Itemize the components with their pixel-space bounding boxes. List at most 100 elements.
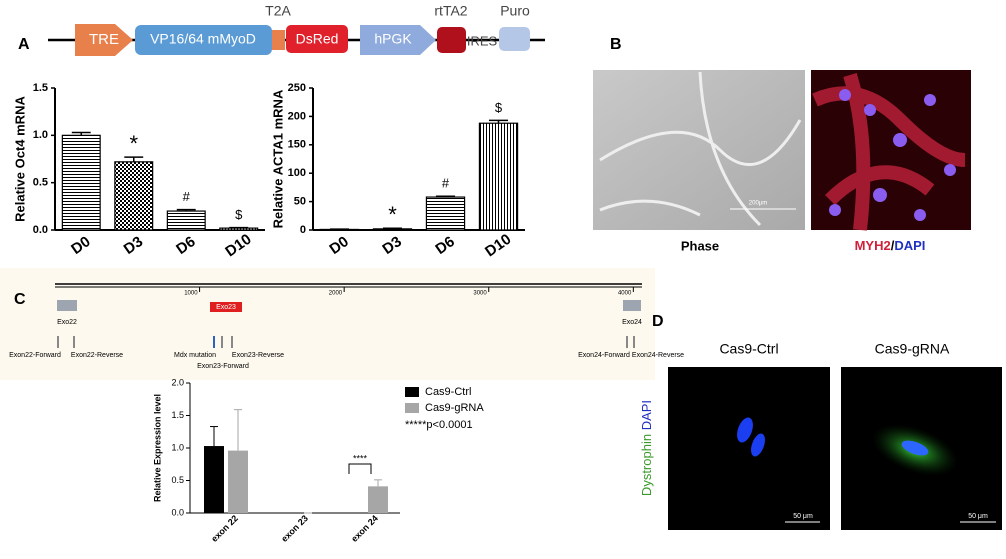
- exon-box: [57, 300, 77, 311]
- significance: $: [495, 100, 503, 115]
- significance: $: [235, 207, 243, 222]
- x-tick-label: D6: [173, 233, 198, 258]
- construct-label: IRES: [467, 33, 498, 48]
- primer-label: Exon24-Forward: [578, 352, 630, 359]
- y-tick-label: 50: [294, 196, 306, 208]
- primer: [73, 336, 75, 348]
- stain-a: Dystrophin: [639, 434, 654, 496]
- stain-label: Dystrophin DAPI: [639, 400, 654, 496]
- significance: #: [183, 189, 191, 204]
- y-tick-label: 1.5: [33, 82, 48, 94]
- construct-label: TRE: [89, 31, 119, 48]
- y-tick-label: 0.0: [171, 507, 184, 517]
- primer-label: Exon23-Forward: [197, 363, 249, 370]
- micrographs: [0, 70, 1002, 530]
- stain-label: /: [891, 238, 895, 253]
- bar: [368, 486, 388, 513]
- x-tick-label: exon 22: [209, 513, 240, 544]
- y-tick-label: 100: [288, 167, 306, 179]
- legend-label: Cas9-gRNA: [425, 402, 484, 414]
- construct-label: T2A: [265, 3, 291, 19]
- y-tick-label: 0.0: [33, 224, 48, 236]
- y-tick-label: 1.0: [171, 442, 184, 452]
- primer: [213, 336, 215, 348]
- primer-label: Exon22-Forward: [9, 352, 61, 359]
- panel-label: B: [610, 36, 622, 53]
- scale-label: 50 μm: [968, 513, 988, 520]
- primer-label: Mdx mutation: [174, 352, 216, 359]
- y-tick-label: 250: [288, 82, 306, 94]
- bar: [204, 446, 224, 513]
- bar: [219, 227, 259, 231]
- image-label: Phase: [681, 238, 719, 253]
- map-tick-label: 4000: [618, 291, 632, 297]
- primer-label: Exon23-Reverse: [232, 352, 284, 359]
- exon-label: Exo22: [57, 319, 77, 326]
- panel-label: D: [652, 313, 664, 330]
- primer: [626, 336, 628, 348]
- y-tick-label: 0.5: [33, 177, 48, 189]
- legend-label: Cas9-Ctrl: [425, 386, 471, 398]
- exon-label: Exo23: [216, 304, 236, 311]
- y-tick-label: 2.0: [171, 377, 184, 387]
- note: *****p<0.0001: [405, 419, 473, 431]
- primer-label: Exon22-Reverse: [71, 352, 123, 359]
- legend-swatch: [405, 403, 419, 413]
- bar: [166, 210, 206, 231]
- x-tick-label: D0: [326, 233, 351, 258]
- map-tick-label: 1000: [184, 291, 198, 297]
- map-tick-label: 3000: [473, 291, 487, 297]
- construct-label: rtTA2: [434, 3, 467, 19]
- y-tick-label: 1.5: [171, 410, 184, 420]
- primer: [221, 336, 223, 348]
- x-tick-label: D6: [432, 233, 457, 258]
- construct: [48, 24, 545, 56]
- significance: *: [129, 131, 138, 156]
- x-tick-label: D10: [482, 231, 514, 261]
- stain-label: MYH2: [855, 238, 891, 253]
- scale-label: 200μm: [749, 201, 767, 207]
- primer: [231, 336, 233, 348]
- x-tick-label: exon 23: [279, 513, 310, 544]
- bar: [228, 450, 248, 513]
- panel-label: A: [18, 36, 30, 53]
- stain-label: DAPI: [894, 238, 925, 253]
- x-tick-label: D3: [379, 233, 404, 258]
- map-tick-label: 2000: [329, 291, 343, 297]
- exon-label: Exo24: [622, 319, 642, 326]
- stain-b: DAPI: [639, 400, 654, 430]
- exon-box: [623, 300, 641, 311]
- construct-label: Puro: [500, 3, 530, 19]
- scale-label: 50 μm: [793, 513, 813, 520]
- x-tick-label: D0: [68, 233, 93, 258]
- primer: [633, 336, 635, 348]
- significance: *: [388, 202, 397, 227]
- bar: [61, 134, 101, 231]
- bar: [478, 122, 519, 231]
- x-tick-label: exon 24: [349, 513, 380, 544]
- exon-box: [210, 302, 242, 312]
- primer-label: Exon24-Reverse: [632, 352, 684, 359]
- construct-label: VP16/64 mMyoD: [150, 31, 256, 47]
- y-tick-label: 200: [288, 110, 306, 122]
- significance: #: [442, 176, 450, 191]
- y-tick-label: 0.5: [171, 475, 184, 485]
- y-axis-label: Relative Oct4 mRNA: [12, 96, 27, 222]
- condition-label: Cas9-gRNA: [875, 341, 950, 357]
- x-tick-label: D3: [121, 233, 146, 258]
- image-label: MYH2/DAPI: [855, 238, 926, 253]
- legend-swatch: [405, 387, 419, 397]
- significance: ****: [353, 453, 368, 463]
- condition-label: Cas9-Ctrl: [719, 341, 778, 357]
- y-tick-label: 1.0: [33, 129, 48, 141]
- y-axis-label: Relative Expression level: [152, 394, 162, 502]
- primer: [57, 336, 59, 348]
- bar: [114, 161, 154, 231]
- construct-label: hPGK: [374, 31, 412, 47]
- construct-label: DsRed: [296, 31, 339, 47]
- y-tick-label: 0: [300, 224, 306, 236]
- y-axis-label: Relative ACTA1 mRNA: [270, 89, 285, 228]
- y-tick-label: 150: [288, 139, 306, 151]
- panel-label: C: [14, 291, 26, 308]
